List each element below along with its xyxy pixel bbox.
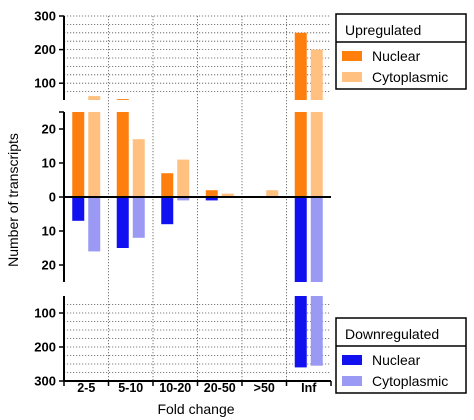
x-tick-label: Inf: [301, 381, 317, 395]
bar-up-nuclear-0: [72, 112, 85, 197]
x-tick-label: 20-50: [204, 381, 236, 395]
y-tick-label: 300: [34, 374, 56, 389]
legend-downregulated-title: Downregulated: [345, 326, 439, 342]
bar-up-cytoplasmic-0-upper: [88, 96, 101, 100]
legend-upregulated: Upregulated Nuclear Cytoplasmic: [335, 13, 467, 90]
bar-layer: [72, 32, 323, 368]
grid-layer: [64, 15, 331, 382]
legend-downregulated: Downregulated Nuclear Cytoplasmic: [335, 317, 467, 394]
bar-down-nuclear-2: [161, 197, 174, 225]
x-tick-label: 10-20: [159, 381, 191, 395]
category-label-layer: 2-5 5-10 10-20 20-50 >50 Inf: [77, 381, 317, 395]
legend-downregulated-nuclear-swatch: [342, 355, 362, 365]
legend-upregulated-title: Upregulated: [345, 22, 421, 38]
axis-layer: [63, 16, 332, 386]
bar-up-cytoplasmic-1: [132, 139, 145, 197]
x-tick-label: 2-5: [77, 381, 95, 395]
bar-up-nuclear-3: [205, 190, 218, 197]
bar-down-cytoplasmic-5-lower: [310, 296, 323, 366]
y-tick-label: 20: [42, 258, 56, 273]
y-tick-label: 200: [34, 42, 56, 57]
legend-downregulated-nuclear-label: Nuclear: [372, 352, 421, 368]
bar-up-nuclear-5-lower: [294, 112, 307, 197]
bar-up-cytoplasmic-4: [266, 190, 279, 197]
y-tick-label: 10: [42, 156, 56, 171]
bar-down-cytoplasmic-5-upper: [310, 197, 323, 282]
bar-up-nuclear-1-upper: [116, 99, 129, 100]
bar-down-nuclear-1: [116, 197, 129, 248]
legend-upregulated-nuclear-swatch: [342, 51, 362, 61]
y-tick-label: 200: [34, 340, 56, 355]
y-tick-label: 100: [34, 76, 56, 91]
bar-up-cytoplasmic-5-lower: [310, 112, 323, 197]
y-tick-label: 300: [34, 9, 56, 24]
bar-up-nuclear-1-lower: [116, 112, 129, 197]
bar-up-nuclear-5-upper: [294, 32, 307, 100]
x-axis-label: Fold change: [157, 401, 234, 417]
legend-downregulated-cytoplasmic-label: Cytoplasmic: [372, 373, 448, 389]
bar-down-nuclear-0: [72, 197, 85, 221]
legend-upregulated-nuclear-label: Nuclear: [372, 48, 421, 64]
bar-down-nuclear-3: [205, 197, 218, 201]
legend-downregulated-cytoplasmic-swatch: [342, 376, 362, 386]
y-tick-label: 10: [42, 224, 56, 239]
bar-down-cytoplasmic-0: [88, 197, 101, 252]
bar-up-cytoplasmic-2: [177, 159, 190, 197]
bar-up-cytoplasmic-3: [221, 193, 234, 197]
bar-up-cytoplasmic-0-lower: [88, 112, 101, 197]
y-tick-label: 0: [49, 190, 56, 205]
x-tick-label: >50: [254, 381, 275, 395]
y-tick-label: 20: [42, 122, 56, 137]
x-tick-label: 5-10: [118, 381, 143, 395]
y-tick-label: 100: [34, 306, 56, 321]
legend-upregulated-cytoplasmic-swatch: [342, 72, 362, 82]
legend-upregulated-cytoplasmic-label: Cytoplasmic: [372, 69, 448, 85]
bar-down-nuclear-5-lower: [294, 296, 307, 368]
bar-up-nuclear-2: [161, 173, 174, 197]
bar-up-cytoplasmic-5-upper: [310, 49, 323, 100]
bar-down-cytoplasmic-1: [132, 197, 145, 238]
y-axis-label: Number of transcripts: [5, 133, 21, 267]
bar-down-cytoplasmic-2: [177, 197, 190, 201]
bar-down-nuclear-5-upper: [294, 197, 307, 282]
